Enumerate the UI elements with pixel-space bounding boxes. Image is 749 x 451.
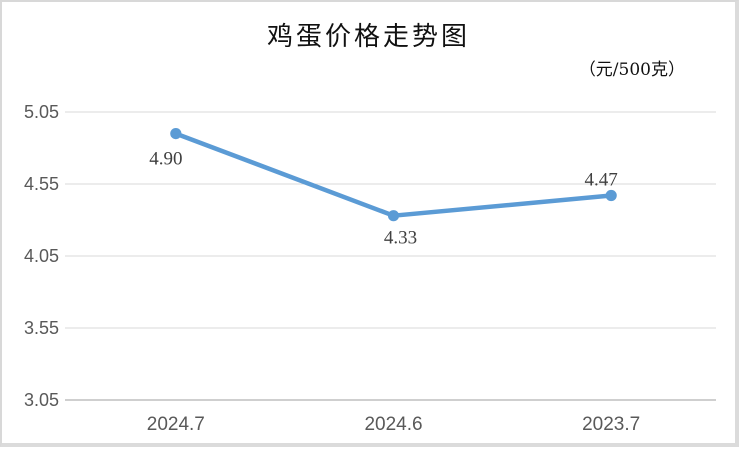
- y-tick-label: 4.55: [24, 174, 59, 194]
- y-tick-label: 3.05: [24, 390, 59, 410]
- price-line: [173, 131, 614, 218]
- x-tick-label: 2023.7: [582, 414, 640, 435]
- chart-title: 鸡蛋价格走势图: [266, 22, 470, 52]
- y-tick-label: 5.05: [24, 102, 59, 122]
- data-label: 4.33: [384, 228, 417, 249]
- price-line-chart: 3.05 3.55 4.05 4.55 5.05 2024.7 2024.6 2023.7 4.…: [24, 102, 716, 435]
- chart-frame: 鸡蛋价格走势图 （元/500克） 3.05 3.55 4.05 4.55 5.05 202…: [0, 0, 739, 447]
- x-tick-label: 2024.7: [147, 414, 205, 435]
- data-point-marker: [605, 189, 617, 202]
- x-tick-label: 2024.6: [364, 414, 422, 435]
- data-label: 4.90: [149, 149, 182, 170]
- y-tick-label: 4.05: [24, 246, 59, 266]
- data-point-marker: [170, 128, 182, 140]
- data-label: 4.47: [585, 170, 618, 191]
- y-tick-label: 3.55: [24, 318, 59, 338]
- unit-label: （元/500克）: [578, 60, 685, 80]
- data-point-marker: [387, 210, 400, 222]
